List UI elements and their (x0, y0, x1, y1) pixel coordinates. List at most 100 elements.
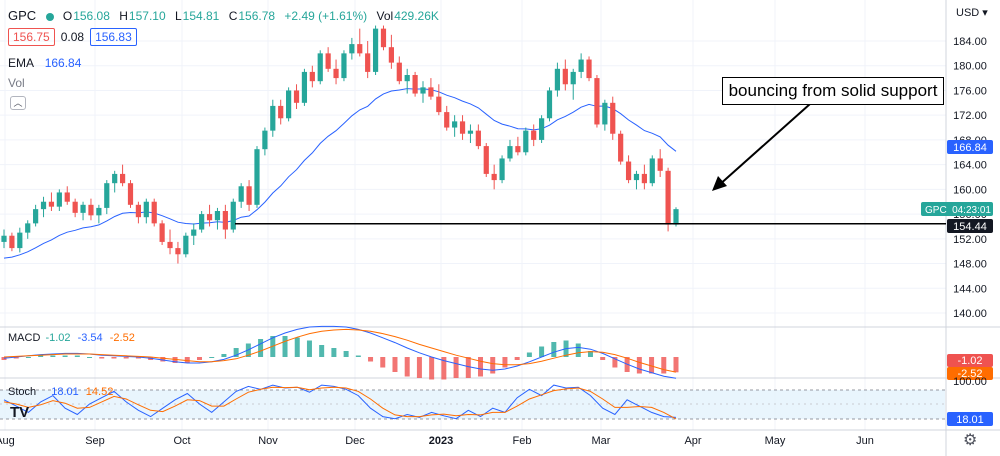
macd-histogram-bar (355, 355, 361, 357)
ema-legend[interactable]: EMA 166.84 (8, 56, 81, 70)
candle-body (230, 201, 236, 230)
candle-body (199, 214, 205, 230)
candles (1, 25, 679, 264)
macd-histogram-bar (160, 357, 166, 362)
candle-body (657, 158, 663, 171)
macd-histogram-bar (172, 357, 178, 363)
stoch-axis-100: 100.00 (953, 376, 987, 388)
macd-histogram-bar (123, 357, 129, 359)
candle-body (436, 96, 442, 113)
ema-value: 166.84 (44, 56, 82, 70)
candle-body (64, 192, 70, 202)
price-tick-label: 184.00 (953, 36, 987, 48)
macd-histogram-bar (600, 357, 606, 360)
macd-histogram-bar (343, 351, 349, 357)
candle-body (396, 62, 402, 82)
price-tick-label: 148.00 (953, 259, 987, 271)
macd-histogram-bar (416, 357, 422, 378)
candle-body (483, 146, 489, 174)
open-label: O (62, 9, 73, 23)
collapse-legend-icon[interactable]: ︿ (10, 96, 26, 110)
macd-histogram-bar (184, 357, 190, 363)
ohlc-header: GPC O156.08 H157.10 L154.81 C156.78 +2.4… (8, 8, 445, 23)
macd-legend[interactable]: MACD -1.02 -3.54 -2.52 (8, 332, 135, 344)
macd-histogram-bar (392, 357, 398, 372)
gpc-tag-time: 04:23:01 (952, 205, 991, 216)
macd-histogram-bar (526, 352, 532, 357)
macd-histogram-bar (233, 348, 239, 357)
candle-body (349, 44, 355, 54)
candle-body (546, 90, 553, 119)
annotation-arrow-shaft[interactable] (717, 103, 811, 187)
macd-histogram-bar (87, 357, 93, 358)
annotation-arrow-head[interactable] (712, 176, 727, 191)
currency-selector[interactable]: USD ▾ (956, 7, 988, 19)
candle-body (444, 112, 450, 128)
candle-body (183, 235, 189, 255)
candle-body (214, 211, 221, 221)
spread-value: 0.08 (60, 30, 85, 44)
candle-body (175, 248, 181, 255)
macd-value-2: -3.54 (77, 332, 103, 344)
ema-line (3, 88, 677, 259)
candle-body (673, 209, 679, 225)
candle-body (301, 71, 308, 103)
macd-value-1: -1.02 (45, 332, 71, 344)
gpc-tag-symbol: GPC (925, 205, 947, 216)
macd-histogram-bar (380, 357, 386, 368)
month-grid (4, 0, 866, 430)
stoch-d-line (3, 386, 677, 420)
macd-tag-2-text: -2.52 (957, 368, 982, 380)
price-tick-label: 176.00 (953, 85, 987, 97)
time-axis[interactable]: Aug Sep Oct Nov Dec 2023 Feb Mar Apr May Jun (0, 435, 874, 447)
symbol-label[interactable]: GPC (8, 8, 37, 23)
gpc-tag (921, 202, 993, 216)
grid-lines (0, 40, 946, 314)
candle-body (404, 75, 410, 82)
volume-value: 429.26K (394, 9, 439, 23)
candle-body (167, 241, 173, 249)
annotation-box[interactable]: bouncing from solid support (722, 77, 944, 105)
macd-histogram-bar (13, 357, 19, 359)
tradingview-logo-icon[interactable]: TV (10, 404, 30, 421)
candle-body (286, 90, 292, 119)
price-tick-label: 172.00 (953, 110, 987, 122)
close-label: C (228, 9, 238, 23)
candle-body (56, 192, 62, 207)
macd-histogram-bar (99, 357, 105, 359)
change-value: +2.49 (+1.61%) (284, 9, 368, 23)
candle-body (254, 149, 260, 205)
macd-histogram-bar (258, 339, 264, 357)
candle-body (491, 173, 497, 181)
candle-body (531, 130, 537, 140)
vol-legend[interactable]: Vol (8, 76, 25, 90)
candle-body (40, 201, 47, 210)
stoch-k-value: 18.01 (51, 386, 79, 398)
candle-body (665, 170, 671, 225)
market-status-dot-icon (45, 12, 54, 21)
settings-gear-icon[interactable]: ⚙ (963, 432, 978, 449)
macd-histogram-bar (514, 357, 520, 360)
candle-body (554, 68, 561, 91)
bid-price[interactable]: 156.75 (8, 28, 55, 46)
candle-body (17, 232, 23, 249)
ask-price[interactable]: 156.83 (90, 28, 137, 46)
candle-body (523, 130, 529, 153)
close-value: 156.78 (238, 9, 276, 23)
macd-histogram-bar (673, 357, 679, 373)
macd-histogram-bar (441, 357, 447, 380)
candle-body (238, 186, 244, 202)
macd-histogram-bar (294, 337, 300, 357)
stoch-d-value: 14.52 (85, 386, 114, 398)
macd-histogram-bar (62, 355, 68, 357)
bid-ask-box: 156.75 0.08 156.83 (8, 28, 137, 46)
candle-body (33, 209, 39, 224)
candle-body (246, 186, 252, 205)
time-tick-label: Nov (258, 435, 278, 447)
stoch-legend[interactable]: Stoch 18.01 14.52 (8, 386, 113, 398)
time-tick-label: May (765, 435, 786, 447)
candle-body (586, 59, 592, 79)
macd-histogram-bar (490, 357, 496, 374)
price-axis[interactable]: 184.00180.00176.00172.00168.00164.00160.… (953, 36, 987, 320)
